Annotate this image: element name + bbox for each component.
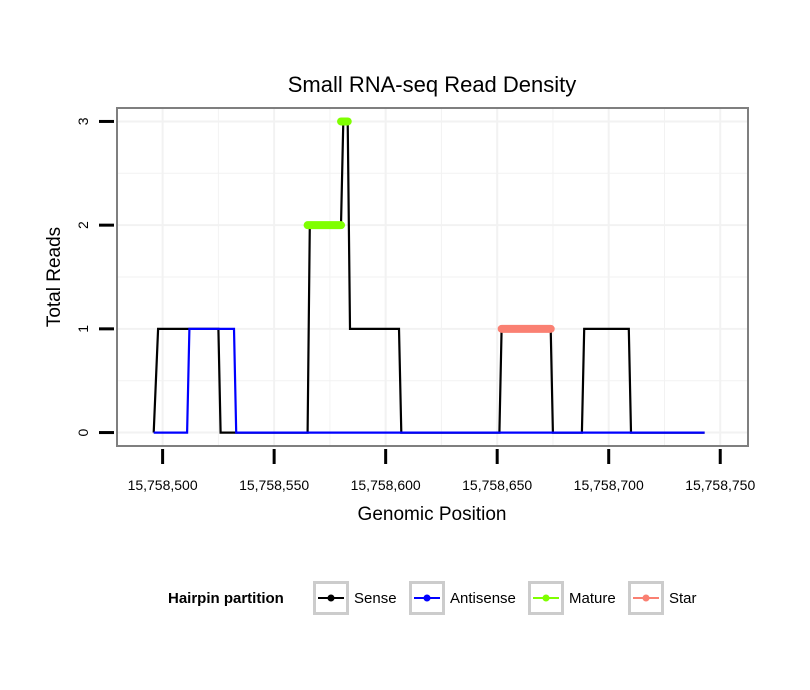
y-tick-label: 0 — [75, 428, 91, 436]
y-tick-label: 2 — [75, 221, 91, 229]
legend-label-star: Star — [669, 590, 697, 607]
legend-title: Hairpin partition — [168, 590, 284, 607]
y-tick-label: 3 — [75, 117, 91, 125]
legend-entries: Sense Antisense Mature Star — [313, 581, 697, 615]
x-tick-label: 15,758,550 — [239, 477, 309, 493]
x-tick-label: 15,758,650 — [462, 477, 532, 493]
x-tick-label: 15,758,700 — [574, 477, 644, 493]
series-layer — [152, 117, 705, 434]
axis-layer: 15,758,500 15,758,550 15,758,600 15,758,650… — [75, 117, 755, 493]
plot-panel-border — [116, 107, 749, 447]
legend-key-point-sense — [327, 594, 335, 602]
legend-key-point-star — [642, 594, 650, 602]
legend: Hairpin partition Sense Antisense Mature St… — [168, 581, 697, 615]
legend-label-sense: Sense — [354, 590, 397, 607]
y-axis-title: Total Reads — [44, 227, 65, 327]
y-tick-label: 1 — [75, 325, 91, 333]
x-tick-label: 15,758,500 — [128, 477, 198, 493]
legend-label-antisense: Antisense — [450, 590, 516, 607]
chart-title: Small RNA-seq Read Density — [288, 72, 577, 97]
x-axis-title: Genomic Position — [358, 504, 507, 525]
x-tick-label: 15,758,600 — [351, 477, 421, 493]
legend-label-mature: Mature — [569, 590, 616, 607]
x-tick-label: 15,758,750 — [685, 477, 755, 493]
legend-key-point-antisense — [423, 594, 431, 602]
series-line-antisense — [153, 327, 705, 434]
legend-key-point-mature — [542, 594, 550, 602]
